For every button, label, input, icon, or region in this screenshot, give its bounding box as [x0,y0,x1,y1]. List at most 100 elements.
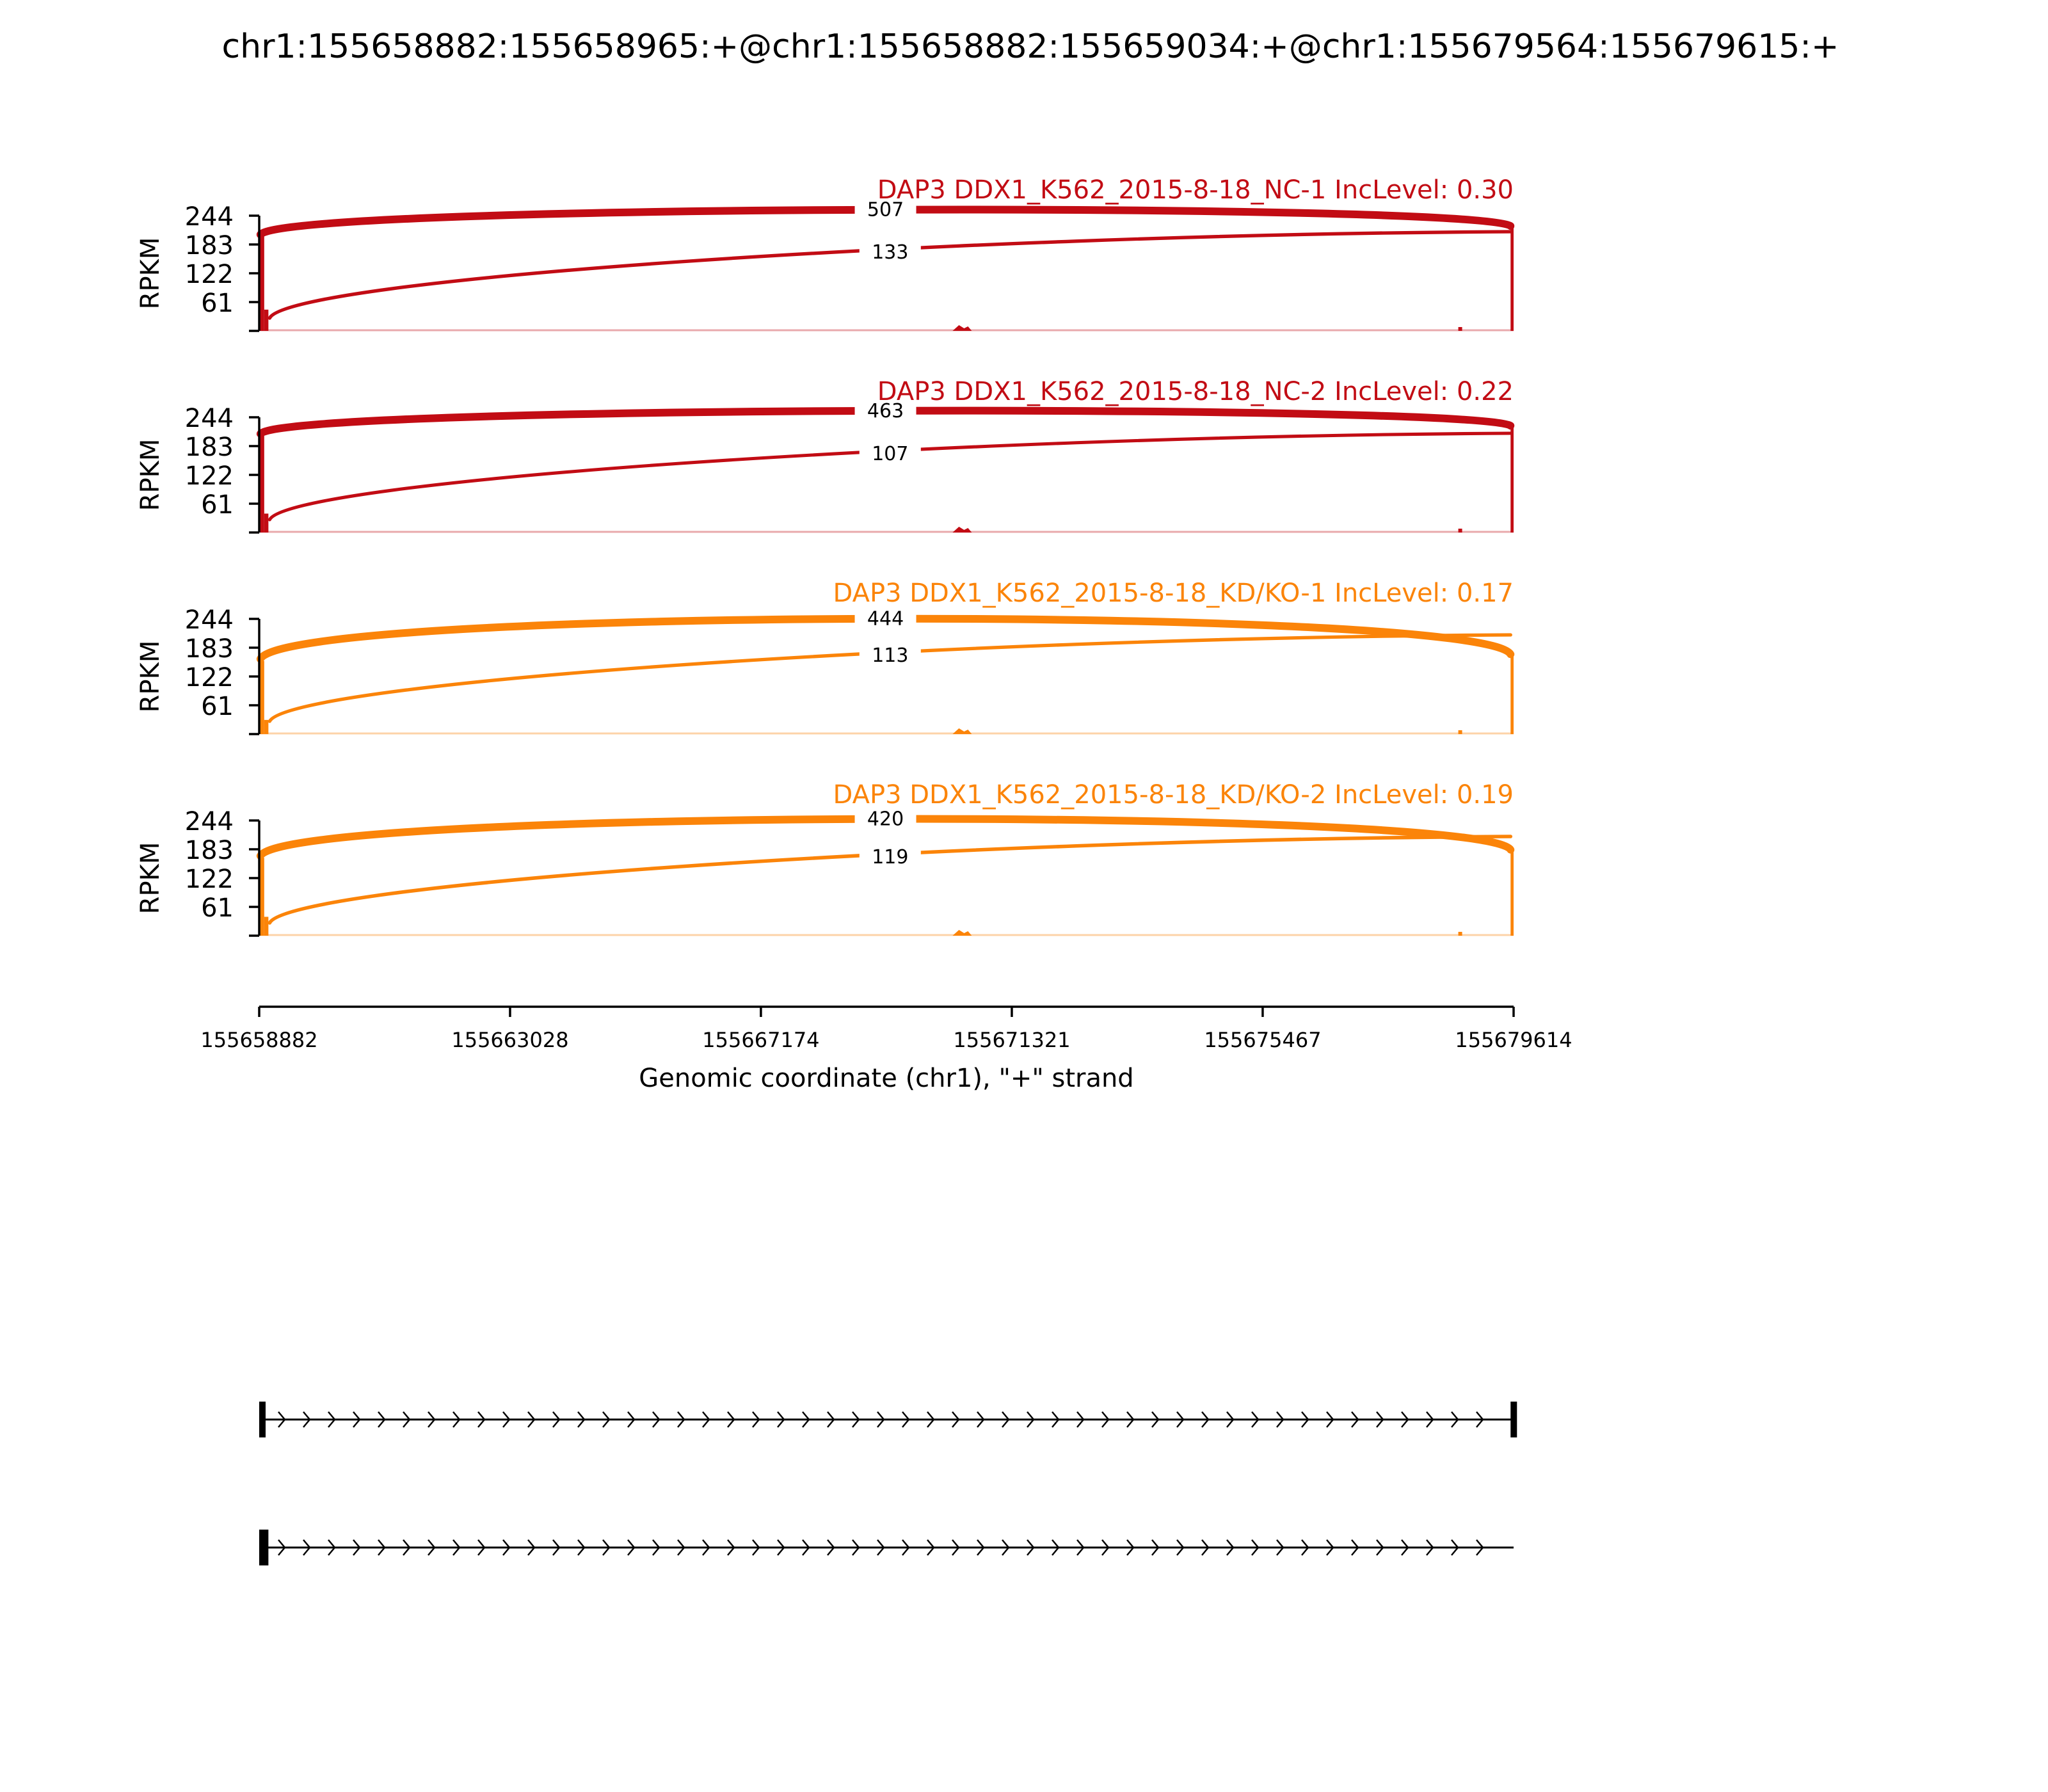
strand-arrow-icon [1326,1539,1334,1556]
y-tick-label: 122 [185,865,234,894]
strand-arrow-icon [752,1539,760,1556]
strand-arrow-icon [702,1539,710,1556]
y-tick-label: 61 [201,893,234,923]
coverage-block [1510,428,1514,532]
strand-arrow-icon [677,1539,685,1556]
junction-label-bg [859,844,921,870]
strand-arrow-icon [1027,1539,1035,1556]
strand-arrow-icon [527,1411,536,1428]
y-axis-label: RPKM [136,237,165,310]
strand-arrow-icon [278,1411,286,1428]
isoform-1 [259,1402,1517,1437]
strand-arrow-icon [378,1539,386,1556]
strand-arrow-icon [1451,1539,1459,1556]
coverage-bump [1458,529,1462,532]
strand-arrow-icon [378,1411,386,1428]
strand-arrow-icon [577,1411,586,1428]
strand-arrow-icon [1226,1411,1235,1428]
strand-arrow-icon [652,1539,660,1556]
coverage-bump [952,325,972,331]
coverage-block [259,660,264,734]
y-tick-label: 183 [185,634,234,664]
coverage-block [259,236,264,331]
strand-arrow-icon [877,1539,885,1556]
y-tick-label: 122 [185,663,234,692]
y-tick-label: 61 [201,490,234,520]
y-tick-label: 183 [185,836,234,865]
coverage-block [1510,656,1514,734]
strand-arrow-icon [1176,1539,1185,1556]
strand-arrow-icon [403,1411,411,1428]
strand-arrow-icon [1426,1411,1434,1428]
strand-arrow-icon [652,1411,660,1428]
strand-arrow-icon [1151,1539,1160,1556]
isoform-2 [259,1530,1514,1565]
panel-label: DAP3 DDX1_K562_2015-8-18_NC-2 IncLevel: … [877,377,1514,406]
strand-arrow-icon [802,1411,810,1428]
junction-arc [268,835,1513,925]
strand-arrow-icon [777,1539,785,1556]
coverage-bump [1458,932,1462,936]
coverage-bump [952,527,972,532]
strand-arrow-icon [752,1411,760,1428]
strand-arrow-icon [1101,1411,1110,1428]
strand-arrow-icon [902,1539,910,1556]
strand-arrow-icon [902,1411,910,1428]
panel-label: DAP3 DDX1_K562_2015-8-18_KD/KO-1 IncLeve… [833,579,1514,608]
coverage-block [264,513,269,532]
strand-arrow-icon [1052,1539,1060,1556]
strand-arrow-icon [1351,1411,1359,1428]
strand-arrow-icon [852,1411,860,1428]
strand-arrow-icon [527,1539,536,1556]
y-tick-label: 183 [185,231,234,260]
x-axis-label: Genomic coordinate (chr1), "+" strand [639,1064,1133,1093]
strand-arrow-icon [877,1411,885,1428]
strand-arrow-icon [1276,1539,1284,1556]
strand-arrow-icon [1301,1411,1309,1428]
strand-arrow-icon [727,1539,735,1556]
coverage-block [1510,851,1514,936]
strand-arrow-icon [1251,1539,1260,1556]
junction-arc [268,633,1512,723]
strand-arrow-icon [328,1411,336,1428]
junction-count-label: 507 [867,199,904,221]
strand-arrow-icon [927,1539,935,1556]
strand-arrow-icon [627,1411,636,1428]
strand-arrow-icon [428,1411,436,1428]
coverage-block [1510,228,1514,331]
x-tick-label: 155679614 [1455,1028,1572,1052]
junction-count-label: 119 [872,846,908,868]
strand-arrow-icon [428,1539,436,1556]
strand-arrow-icon [1076,1411,1085,1428]
exon-block [1510,1402,1517,1437]
coverage-bump [952,930,972,936]
junction-label-bg [854,196,916,223]
junction-label-bg [859,441,921,467]
strand-arrow-icon [1476,1539,1484,1556]
strand-arrow-icon [1201,1539,1210,1556]
y-tick-label: 244 [185,605,234,635]
strand-arrow-icon [353,1539,361,1556]
strand-arrow-icon [852,1539,860,1556]
strand-arrow-icon [552,1411,561,1428]
strand-arrow-icon [1401,1539,1409,1556]
x-tick-label: 155663028 [451,1028,568,1052]
strand-arrow-icon [452,1539,461,1556]
strand-arrow-icon [777,1411,785,1428]
strand-arrow-icon [1301,1539,1309,1556]
strand-arrow-icon [1027,1411,1035,1428]
exon-block [259,1530,269,1565]
y-axis-label: RPKM [136,842,165,915]
exon-block [259,1402,266,1437]
junction-count-label: 133 [872,241,908,264]
y-tick-label: 244 [185,404,234,433]
junction-count-label: 444 [867,608,904,630]
strand-arrow-icon [802,1539,810,1556]
coverage-block [259,435,264,532]
strand-arrow-icon [602,1411,611,1428]
y-tick-label: 244 [185,202,234,232]
strand-arrow-icon [303,1411,311,1428]
